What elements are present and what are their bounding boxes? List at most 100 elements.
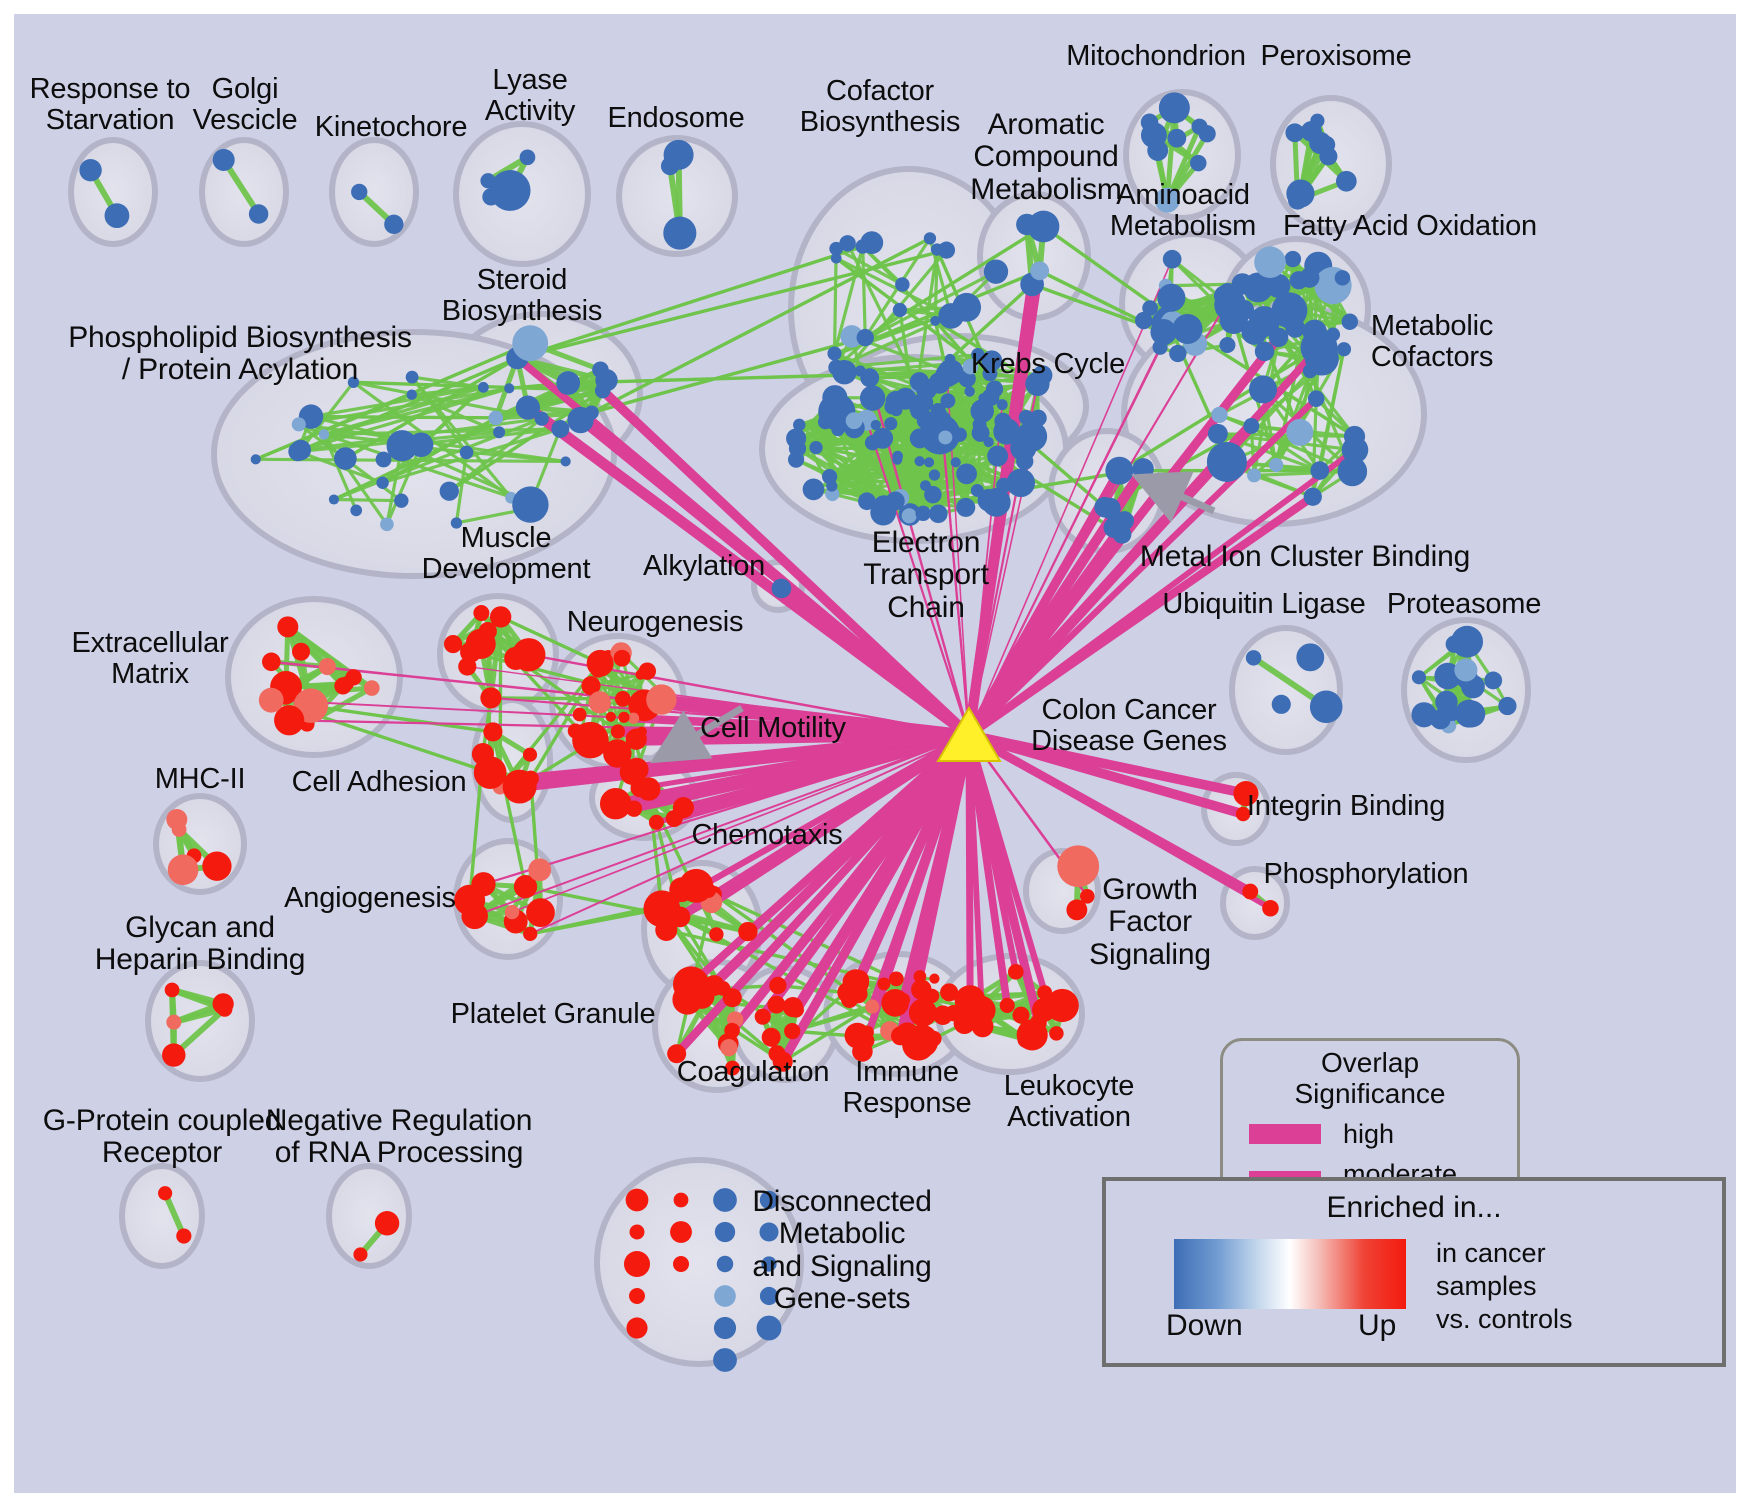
gene-set-node[interactable]: [771, 578, 792, 599]
gene-set-node[interactable]: [1191, 118, 1208, 135]
gene-set-node[interactable]: [952, 427, 967, 442]
gene-set-node[interactable]: [167, 854, 199, 886]
gene-set-node[interactable]: [716, 1255, 734, 1273]
gene-set-node[interactable]: [761, 1256, 777, 1272]
gene-set-node[interactable]: [972, 417, 987, 432]
gene-set-node[interactable]: [769, 976, 787, 995]
gene-set-node[interactable]: [828, 359, 845, 376]
gene-set-node[interactable]: [274, 705, 305, 736]
gene-set-node[interactable]: [840, 990, 859, 1009]
gene-set-node[interactable]: [829, 415, 844, 430]
gene-set-node[interactable]: [572, 721, 609, 759]
gene-set-node[interactable]: [925, 1030, 942, 1047]
gene-set-node[interactable]: [262, 652, 281, 672]
gene-set-node[interactable]: [713, 1188, 737, 1212]
gene-set-node[interactable]: [956, 497, 976, 517]
gene-set-node[interactable]: [1285, 317, 1306, 338]
gene-set-node[interactable]: [987, 445, 1009, 467]
gene-set-node[interactable]: [212, 993, 234, 1015]
gene-set-node[interactable]: [709, 927, 724, 942]
gene-set-node[interactable]: [928, 469, 941, 481]
gene-set-node[interactable]: [954, 985, 986, 1017]
gene-set-node[interactable]: [1309, 690, 1343, 724]
gene-set-node[interactable]: [1030, 261, 1050, 281]
gene-set-node[interactable]: [1310, 461, 1330, 480]
gene-set-node[interactable]: [938, 430, 953, 445]
gene-set-node[interactable]: [1245, 650, 1262, 666]
gene-set-node[interactable]: [663, 139, 694, 170]
gene-set-node[interactable]: [817, 414, 833, 430]
gene-set-node[interactable]: [528, 858, 552, 882]
gene-set-node[interactable]: [1219, 336, 1236, 353]
gene-set-node[interactable]: [895, 277, 910, 292]
gene-set-node[interactable]: [158, 1186, 173, 1201]
gene-set-node[interactable]: [1017, 1030, 1035, 1049]
gene-set-node[interactable]: [627, 712, 640, 724]
gene-set-node[interactable]: [380, 517, 394, 532]
gene-set-node[interactable]: [605, 711, 616, 722]
gene-set-node[interactable]: [581, 676, 601, 696]
gene-set-node[interactable]: [291, 417, 306, 432]
gene-set-node[interactable]: [759, 1286, 779, 1306]
gene-set-node[interactable]: [944, 353, 956, 365]
gene-set-node[interactable]: [859, 385, 886, 411]
gene-set-node[interactable]: [258, 687, 284, 713]
gene-set-node[interactable]: [930, 315, 941, 326]
gene-set-node[interactable]: [928, 504, 948, 524]
gene-set-node[interactable]: [937, 241, 956, 259]
gene-set-node[interactable]: [839, 235, 856, 252]
gene-set-node[interactable]: [405, 370, 419, 384]
gene-set-node[interactable]: [1025, 371, 1050, 397]
gene-set-node[interactable]: [929, 973, 940, 984]
gene-set-node[interactable]: [670, 1221, 692, 1243]
colon-cancer-hub-triangle[interactable]: [936, 706, 1002, 762]
gene-set-node[interactable]: [848, 969, 870, 991]
gene-set-node[interactable]: [288, 441, 308, 462]
gene-set-node[interactable]: [502, 769, 537, 804]
gene-set-node[interactable]: [1299, 267, 1320, 288]
gene-set-node[interactable]: [1105, 456, 1134, 485]
gene-set-node[interactable]: [870, 499, 897, 526]
gene-set-node[interactable]: [1057, 845, 1100, 888]
gene-set-node[interactable]: [901, 508, 917, 524]
gene-set-node[interactable]: [1309, 131, 1332, 155]
gene-set-node[interactable]: [489, 170, 531, 211]
gene-set-node[interactable]: [567, 406, 594, 434]
gene-set-node[interactable]: [1012, 1006, 1030, 1024]
gene-set-node[interactable]: [1008, 964, 1024, 980]
gene-set-node[interactable]: [1268, 327, 1289, 348]
gene-set-node[interactable]: [767, 995, 786, 1014]
gene-set-node[interactable]: [334, 447, 357, 470]
gene-set-node[interactable]: [1286, 179, 1315, 208]
gene-set-node[interactable]: [714, 1221, 736, 1243]
gene-set-node[interactable]: [1247, 468, 1262, 483]
gene-set-node[interactable]: [669, 906, 691, 928]
gene-set-node[interactable]: [928, 372, 951, 394]
gene-set-node[interactable]: [1154, 187, 1180, 213]
gene-set-node[interactable]: [669, 877, 695, 903]
gene-set-node[interactable]: [756, 1315, 782, 1341]
gene-set-node[interactable]: [1242, 883, 1259, 900]
gene-set-node[interactable]: [996, 477, 1012, 494]
gene-set-node[interactable]: [822, 402, 835, 415]
gene-set-node[interactable]: [504, 904, 520, 920]
gene-set-node[interactable]: [964, 386, 975, 397]
gene-set-node[interactable]: [171, 822, 187, 837]
gene-set-node[interactable]: [970, 483, 984, 497]
gene-set-node[interactable]: [212, 148, 235, 171]
gene-set-node[interactable]: [1248, 375, 1278, 404]
gene-set-node[interactable]: [1172, 313, 1203, 345]
gene-set-node[interactable]: [793, 418, 806, 432]
gene-set-node[interactable]: [638, 662, 657, 680]
gene-set-node[interactable]: [631, 692, 647, 707]
gene-set-node[interactable]: [822, 469, 838, 485]
gene-set-node[interactable]: [858, 492, 876, 511]
gene-set-node[interactable]: [663, 216, 697, 250]
gene-set-node[interactable]: [599, 787, 632, 820]
gene-set-node[interactable]: [460, 641, 482, 663]
gene-set-node[interactable]: [1206, 441, 1247, 482]
gene-set-node[interactable]: [1466, 679, 1481, 694]
gene-set-node[interactable]: [473, 756, 507, 789]
gene-set-node[interactable]: [1027, 210, 1060, 243]
gene-set-node[interactable]: [610, 724, 626, 739]
